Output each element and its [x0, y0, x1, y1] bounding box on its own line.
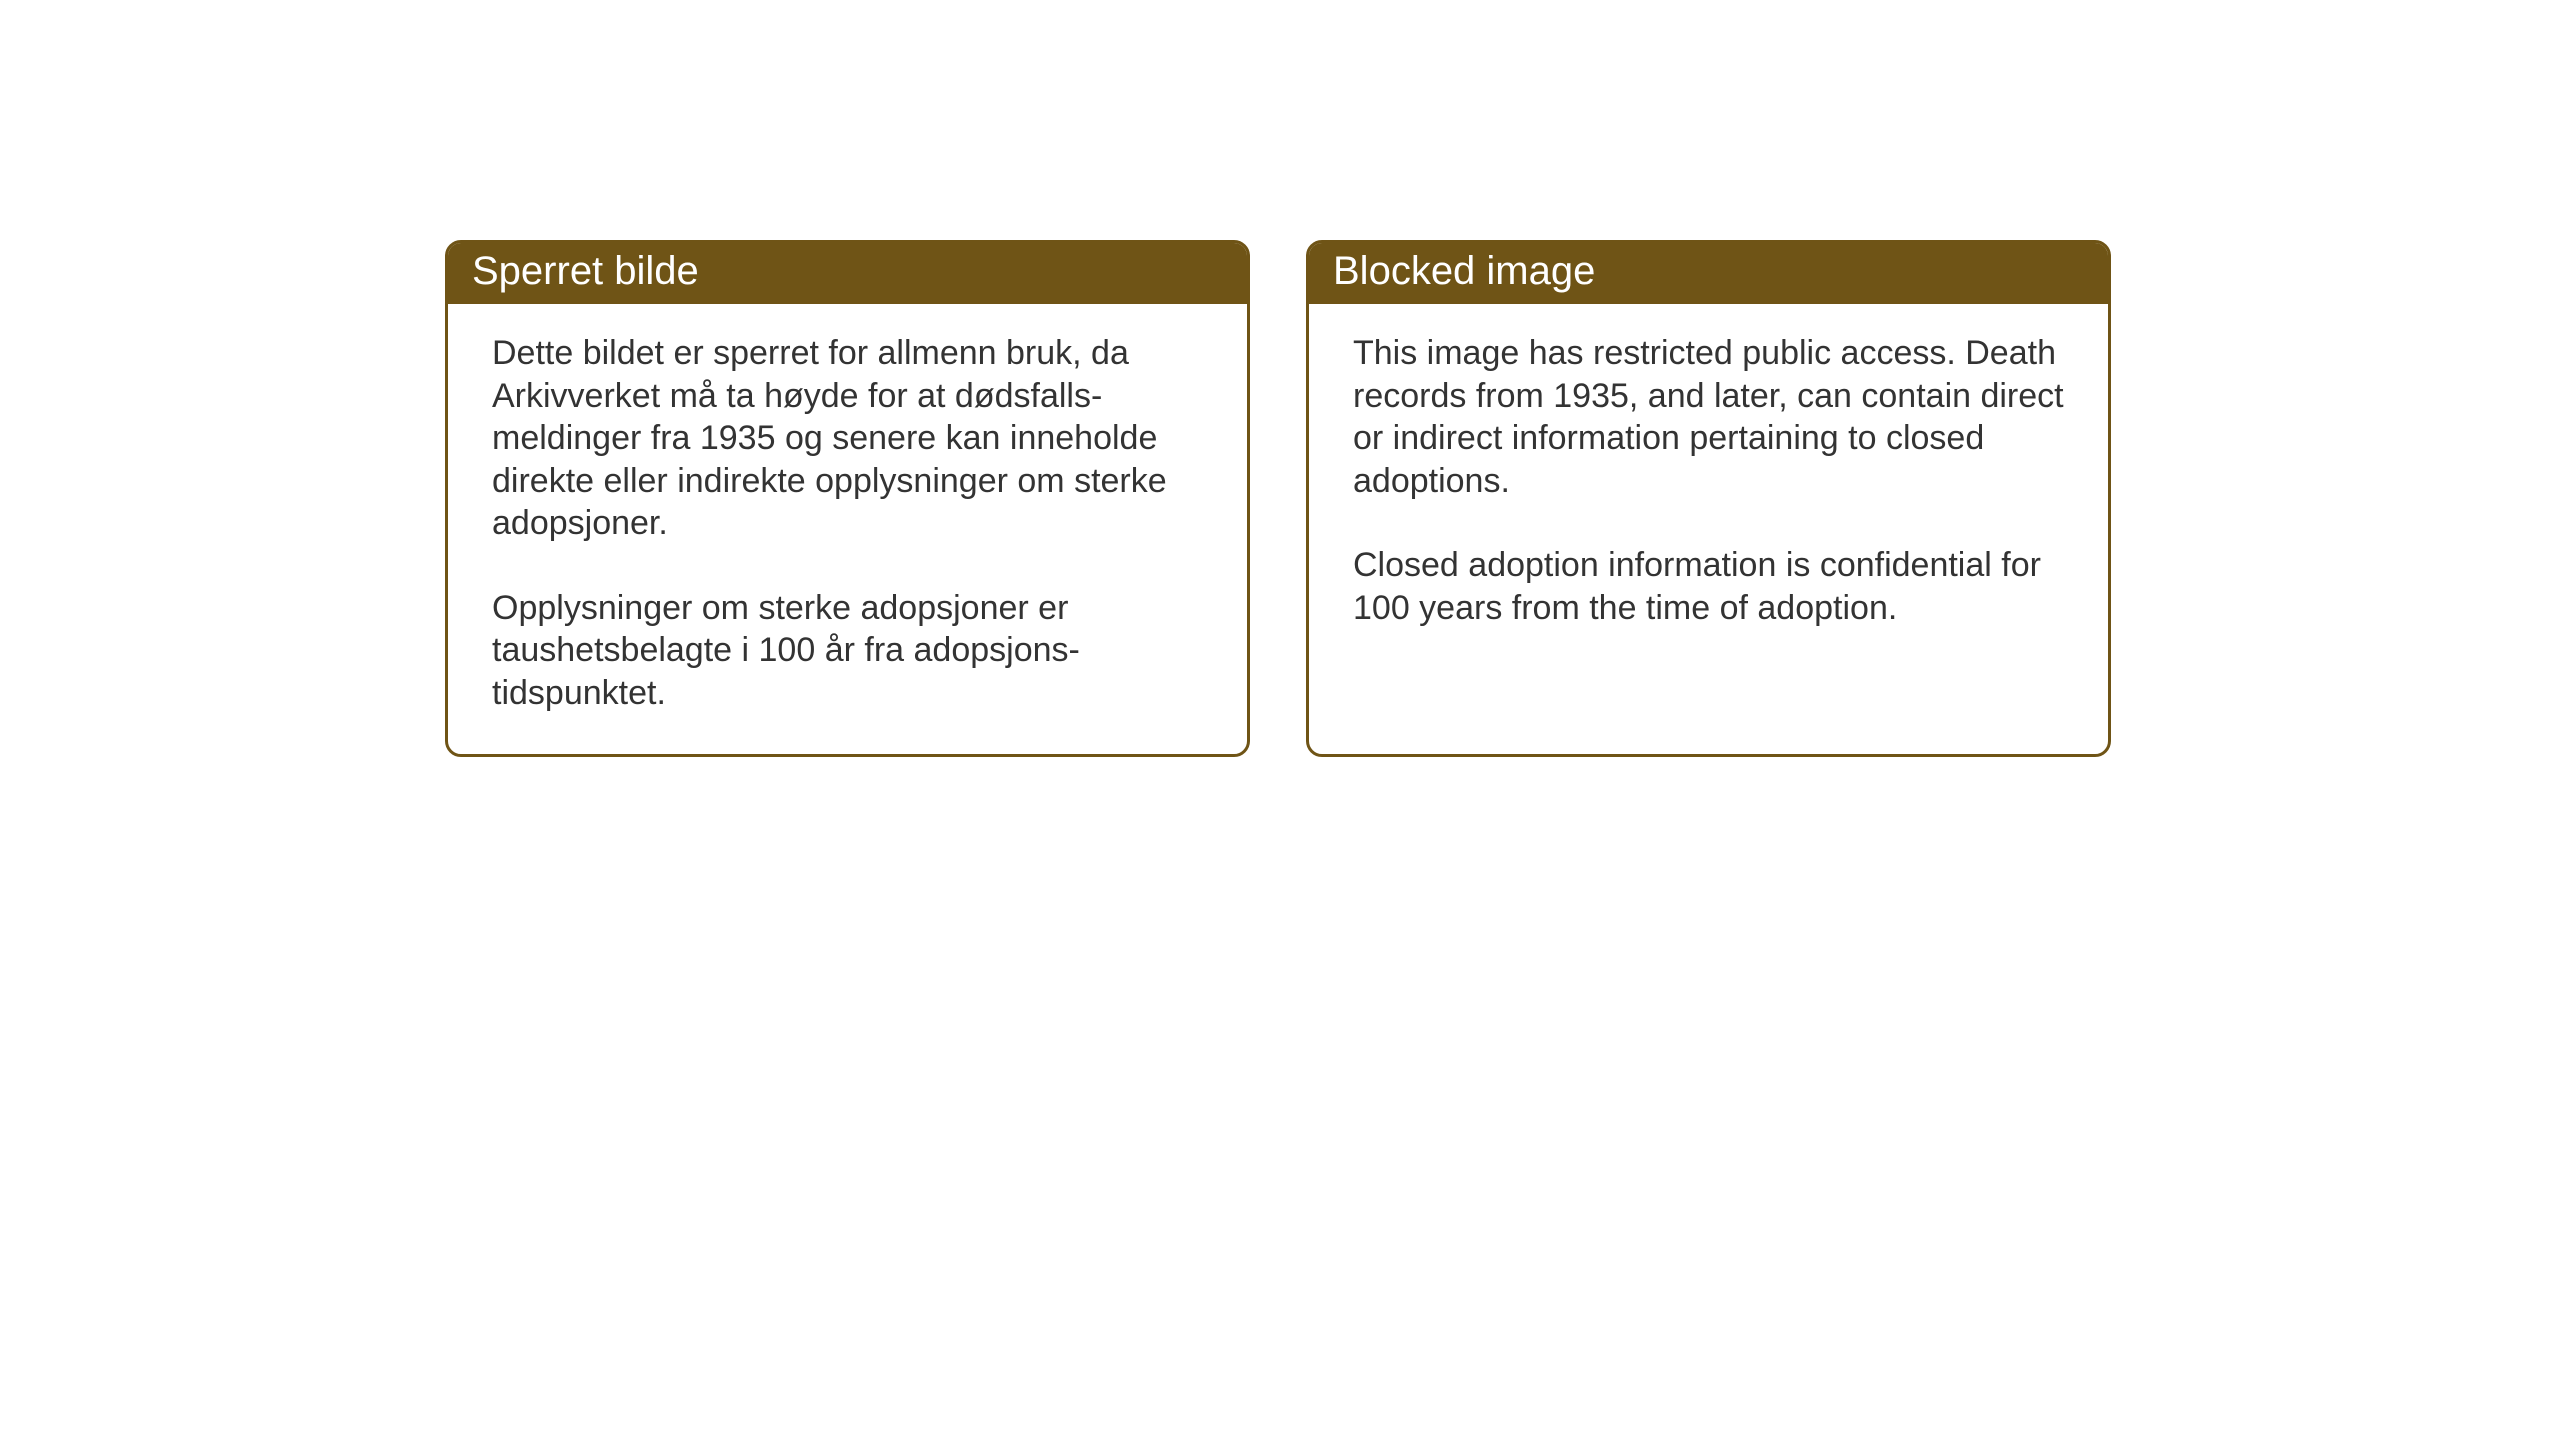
notice-text-english-p1: This image has restricted public access.…	[1353, 332, 2064, 502]
notice-header-english: Blocked image	[1309, 243, 2108, 304]
notice-header-norwegian: Sperret bilde	[448, 243, 1247, 304]
notice-card-norwegian: Sperret bilde Dette bildet er sperret fo…	[445, 240, 1250, 757]
notice-container: Sperret bilde Dette bildet er sperret fo…	[445, 240, 2111, 757]
notice-body-english: This image has restricted public access.…	[1309, 304, 2108, 717]
notice-text-english-p2: Closed adoption information is confident…	[1353, 544, 2064, 629]
notice-text-norwegian-p1: Dette bildet er sperret for allmenn bruk…	[492, 332, 1203, 545]
notice-text-norwegian-p2: Opplysninger om sterke adopsjoner er tau…	[492, 587, 1203, 715]
notice-card-english: Blocked image This image has restricted …	[1306, 240, 2111, 757]
notice-body-norwegian: Dette bildet er sperret for allmenn bruk…	[448, 304, 1247, 754]
